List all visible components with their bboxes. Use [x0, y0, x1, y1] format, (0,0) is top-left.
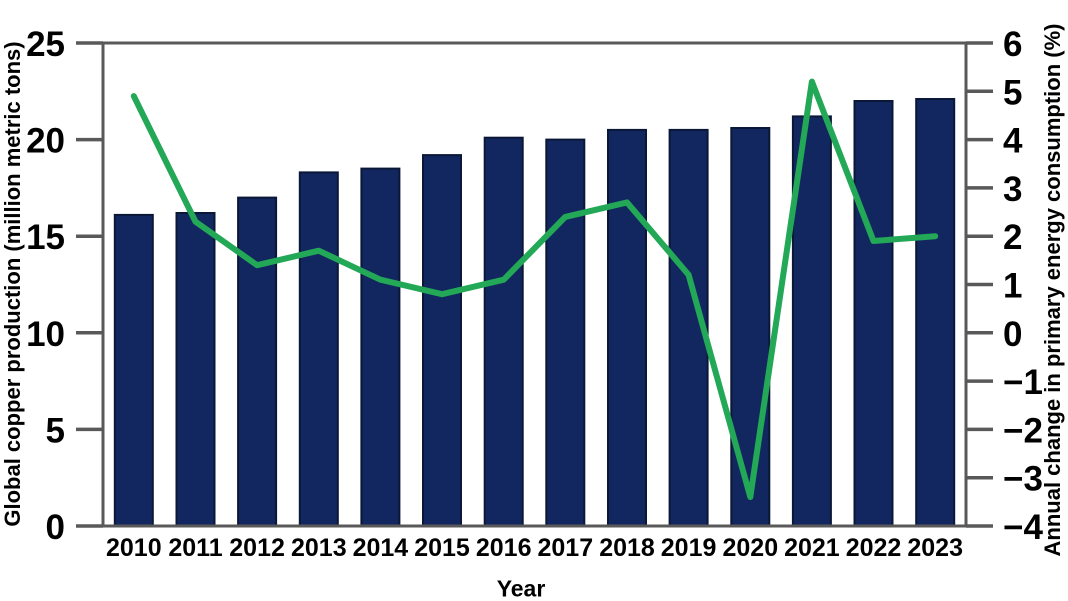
right-axis-tick-label: 2 — [1003, 218, 1022, 257]
right-axis-tick-label: 0 — [1003, 315, 1022, 354]
x-axis-tick-label: 2011 — [168, 534, 222, 562]
left-axis-tick-label: 10 — [26, 315, 65, 354]
x-axis-tick-label: 2019 — [661, 534, 717, 562]
x-axis-tick-label: 2017 — [537, 534, 593, 562]
x-axis-tick-label: 2018 — [599, 534, 655, 562]
x-axis-tick-label: 2012 — [229, 534, 285, 562]
right-axis-tick-label: −4 — [1003, 508, 1043, 547]
bar-2015 — [422, 154, 462, 527]
x-axis-tick-label: 2015 — [414, 534, 470, 562]
right-axis-tick-label: −3 — [1003, 460, 1043, 499]
left-axis-tick-label: 5 — [46, 411, 65, 450]
left-axis-tick-label: 20 — [26, 122, 65, 161]
x-axis-tick-label: 2013 — [291, 534, 347, 562]
bar-2018 — [607, 128, 647, 527]
x-axis-tick-label: 2021 — [784, 534, 840, 562]
right-axis-tick-label: 1 — [1003, 267, 1022, 306]
right-axis-tick-label: −2 — [1003, 411, 1043, 450]
right-axis-tick-label: 3 — [1003, 170, 1022, 209]
x-axis-tick-label: 2010 — [106, 534, 162, 562]
bar-2011 — [175, 212, 216, 527]
bar-2016 — [483, 136, 524, 527]
bar-2023 — [915, 98, 956, 527]
left-axis-tick-label: 15 — [26, 218, 65, 257]
right-axis-tick-label: 6 — [1003, 25, 1022, 64]
x-axis-tick-label: 2022 — [846, 534, 902, 562]
bar-2022 — [853, 100, 894, 527]
left-axis-tick-label: 25 — [26, 25, 65, 64]
left-axis-title: Global copper production (million metric… — [0, 41, 25, 527]
bar-2012 — [237, 196, 278, 527]
bar-2017 — [545, 138, 586, 527]
bar-2014 — [360, 167, 401, 527]
plot-frame — [101, 41, 968, 528]
x-axis-tick-label: 2014 — [353, 534, 409, 562]
bar-2020 — [730, 127, 771, 527]
bar-2010 — [113, 213, 154, 527]
left-axis-tick-label: 0 — [46, 508, 65, 547]
right-axis-title: Annual change in primary energy consumpt… — [1040, 23, 1065, 557]
bar-2013 — [298, 171, 339, 527]
x-axis-tick-label: 2016 — [476, 534, 532, 562]
energy-change-line — [130, 78, 939, 500]
x-axis-tick-label: 2023 — [907, 534, 963, 562]
x-axis-tick-label: 2020 — [722, 534, 778, 562]
x-axis-title: Year — [496, 575, 546, 601]
right-axis-tick-label: 5 — [1003, 73, 1022, 112]
right-axis-tick-label: 4 — [1003, 122, 1023, 161]
right-axis-tick-label: −1 — [1003, 363, 1043, 402]
